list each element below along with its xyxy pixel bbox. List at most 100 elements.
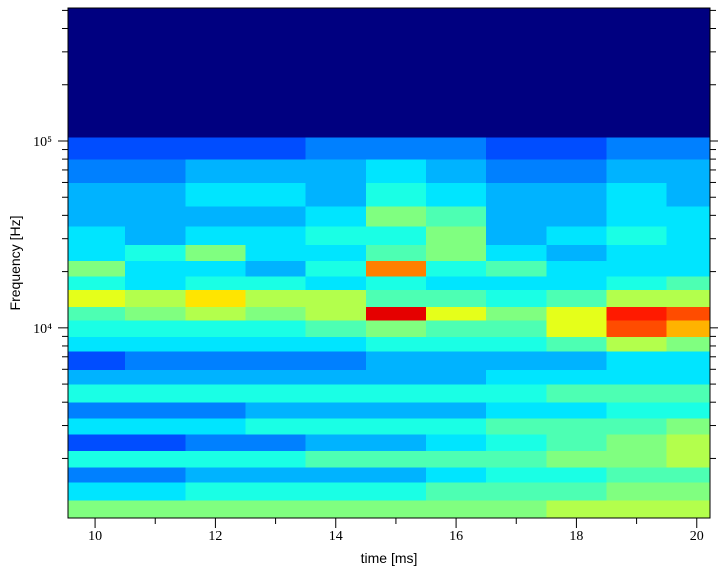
heatmap-cell [68,320,126,337]
heatmap-cell [68,8,126,138]
heatmap-cell [245,159,307,183]
heatmap-cell [546,466,608,483]
heatmap-cell [426,351,487,370]
heatmap-cell [606,466,668,483]
heatmap-cell [546,351,608,370]
heatmap-cell [185,226,246,245]
heatmap-cell [125,336,186,352]
heatmap-cell [365,8,427,138]
heatmap-cell [185,369,246,385]
heatmap-cell [666,205,711,227]
heatmap-cell [125,417,186,435]
heatmap-cell [185,260,246,277]
heatmap-cell [546,275,608,291]
heatmap-cell [68,499,126,519]
heatmap-cell [68,226,126,245]
heatmap-cell [606,499,668,519]
heatmap-cell [486,260,547,277]
heatmap-cell [426,289,487,308]
heatmap-cell [546,434,608,452]
heatmap-cell [426,260,487,277]
heatmap-cell [245,275,307,291]
heatmap-cell [365,260,427,277]
heatmap-cell [426,226,487,245]
heatmap-cell [365,417,427,435]
heatmap-cell [606,205,668,227]
heatmap-cell [68,275,126,291]
heatmap-cell [365,384,427,403]
heatmap-cell [546,260,608,277]
heatmap-cell [606,336,668,352]
x-tick-label: 16 [449,529,463,544]
x-tick-label: 20 [690,529,704,544]
heatmap-cell [546,384,608,403]
heatmap-cell [606,320,668,337]
heatmap-cell [125,260,186,277]
heatmap-cell [546,369,608,385]
heatmap-cell [426,417,487,435]
heatmap-cell [68,481,126,501]
heatmap-cell [185,205,246,227]
heatmap-cell [365,466,427,483]
heatmap-cell [486,499,547,519]
heatmap-cell [546,417,608,435]
y-axis-label: Frequency [Hz] [7,216,23,311]
heatmap-cell [185,159,246,183]
heatmap-cell [426,434,487,452]
heatmap-cell [125,320,186,337]
heatmap-cell [666,320,711,337]
heatmap-cell [185,306,246,321]
heatmap-cell [125,275,186,291]
heatmap-cell [305,320,367,337]
heatmap-cell [305,384,367,403]
heatmap-cell [185,351,246,370]
heatmap-cell [606,417,668,435]
heatmap-cell [185,8,246,138]
heatmap-cell [666,499,711,519]
heatmap-cell [305,336,367,352]
heatmap-cell [305,369,367,385]
heatmap-cell [426,182,487,207]
heatmap-cell [546,481,608,501]
heatmap-cell [666,275,711,291]
heatmap-cell [68,306,126,321]
heatmap-cell [365,320,427,337]
heatmap-cell [305,466,367,483]
heatmap-cell [185,336,246,352]
heatmap-cell [546,205,608,227]
heatmap-cell [666,434,711,452]
heatmap-cell [426,384,487,403]
x-tick-label: 18 [569,529,583,544]
heatmap-cell [546,289,608,308]
heatmap-cell [606,481,668,501]
heatmap-cell [486,369,547,385]
y-tick-label: 10⁵ [33,135,52,150]
heatmap-cell [185,320,246,337]
heatmap-cell [365,159,427,183]
heatmap-cell [305,434,367,452]
heatmap-cell [125,137,186,160]
heatmap-cell [245,434,307,452]
heatmap-cell [305,244,367,261]
heatmap-cell [305,402,367,419]
heatmap-cell [245,260,307,277]
heatmap-cell [486,137,547,160]
heatmap-cell [546,402,608,419]
heatmap-cell [68,336,126,352]
heatmap-cell [245,450,307,468]
heatmap-cell [486,351,547,370]
heatmap-cell [426,306,487,321]
heatmap-cell [245,481,307,501]
heatmap-cell [68,182,126,207]
heatmap-cell [365,306,427,321]
heatmap-cell [365,351,427,370]
heatmap-cell [125,481,186,501]
heatmap-cell [68,384,126,403]
heatmap-cell [185,137,246,160]
heatmap-cell [125,351,186,370]
heatmap-cell [606,306,668,321]
heatmap-cell [666,417,711,435]
heatmap-cell [185,402,246,419]
heatmap-cell [305,417,367,435]
heatmap-cell [68,417,126,435]
